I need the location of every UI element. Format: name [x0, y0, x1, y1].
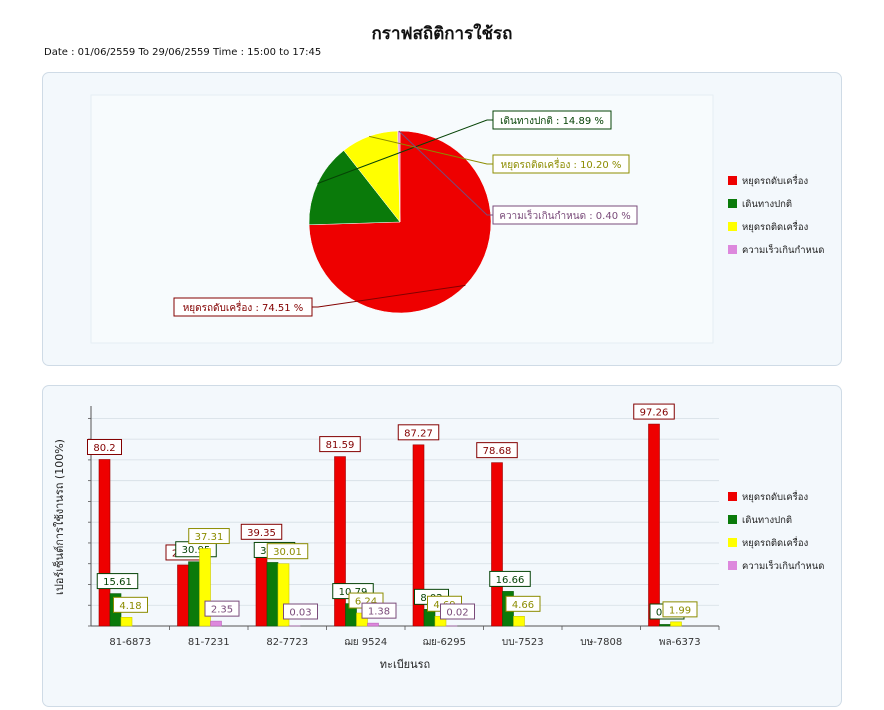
bar-1-0 — [178, 565, 189, 626]
bar-category-label-2: 82-7723 — [266, 637, 308, 648]
bar-legend-swatch-0 — [728, 492, 737, 501]
pie-slice-label-1: เดินทางปกติ : 14.89 % — [500, 116, 604, 127]
bar-data-label-7-2: 1.99 — [669, 605, 691, 616]
bar-3-3 — [368, 623, 379, 626]
pie-legend-label-3: ความเร็วเกินกำหนด — [742, 243, 824, 256]
bar-chart: 81-687380.215.614.1881-723129.430.9537.3… — [43, 386, 841, 706]
bar-category-label-0: 81-6873 — [109, 637, 151, 648]
bar-category-label-7: พล-6373 — [659, 637, 701, 648]
pie-slice-label-0: หยุดรถดับเครื่อง : 74.51 % — [183, 300, 304, 314]
bar-data-label-5-0: 78.68 — [483, 446, 512, 457]
bar-4-1 — [424, 609, 435, 626]
bar-data-label-0-0: 80.2 — [93, 443, 115, 454]
bar-data-label-1-3: 2.35 — [211, 605, 233, 616]
bar-3-0 — [335, 457, 346, 626]
pie-slice-label-2: หยุดรถติดเครื่อง : 10.20 % — [501, 157, 622, 171]
bar-1-3 — [211, 621, 222, 626]
bar-0-0 — [99, 459, 110, 626]
pie-legend-swatch-3 — [728, 245, 737, 254]
pie-legend-label-0: หยุดรถดับเครื่อง — [742, 174, 808, 187]
bar-data-label-1-2: 37.31 — [195, 532, 224, 543]
bar-2-1 — [267, 562, 278, 626]
bar-data-label-4-0: 87.27 — [404, 428, 433, 439]
pie-legend-swatch-2 — [728, 222, 737, 231]
bar-legend-swatch-1 — [728, 515, 737, 524]
bar-legend-swatch-3 — [728, 561, 737, 570]
bar-category-label-5: บบ-7523 — [502, 637, 544, 648]
bar-data-label-0-2: 4.18 — [119, 601, 141, 612]
pie-legend-swatch-1 — [728, 199, 737, 208]
bar-5-0 — [492, 463, 503, 626]
bar-data-label-4-3: 0.02 — [446, 608, 468, 619]
bar-7-2 — [671, 622, 682, 626]
bar-category-label-3: ฌย 9524 — [344, 637, 387, 648]
bar-y-axis-title: เปอร์เซ็นต์การใช้งานรถ (100%) — [52, 439, 66, 595]
bar-0-2 — [121, 617, 132, 626]
bar-7-1 — [660, 624, 671, 626]
bar-data-label-7-0: 97.26 — [640, 408, 669, 419]
bar-data-label-2-0: 39.35 — [247, 528, 276, 539]
pie-legend-swatch-0 — [728, 176, 737, 185]
pie-legend-label-2: หยุดรถติดเครื่อง — [742, 220, 808, 233]
bar-category-label-4: ฌย-6295 — [423, 637, 466, 648]
bar-1-1 — [189, 562, 200, 626]
bar-data-label-3-0: 81.59 — [326, 440, 355, 451]
bar-legend-label-3: ความเร็วเกินกำหนด — [742, 559, 824, 572]
bar-legend-label-2: หยุดรถติดเครื่อง — [742, 536, 808, 549]
bar-chart-panel: 81-687380.215.614.1881-723129.430.9537.3… — [42, 385, 842, 707]
pie-slice-label-3: ความเร็วเกินกำหนด : 0.40 % — [499, 208, 631, 222]
pie-chart: หยุดรถดับเครื่อง : 74.51 % เดินทางปกติ : … — [43, 73, 841, 365]
bar-data-label-2-2: 30.01 — [273, 547, 302, 558]
bar-data-label-5-1: 16.66 — [496, 575, 525, 586]
bar-data-label-5-2: 4.66 — [512, 600, 534, 611]
bar-x-axis-title: ทะเบียนรถ — [380, 658, 430, 671]
page-title: กราฟสถิติการใช้รถ — [0, 20, 884, 47]
bar-category-label-6: บษ-7808 — [580, 637, 622, 648]
bar-7-0 — [649, 424, 660, 626]
bar-category-label-1: 81-7231 — [188, 637, 230, 648]
bar-data-label-3-3: 1.38 — [368, 607, 390, 618]
bar-legend-label-0: หยุดรถดับเครื่อง — [742, 490, 808, 503]
date-range: Date : 01/06/2559 To 29/06/2559 Time : 1… — [44, 47, 321, 58]
pie-chart-panel: หยุดรถดับเครื่อง : 74.51 % เดินทางปกติ : … — [42, 72, 842, 366]
bar-data-label-2-3: 0.03 — [289, 608, 311, 619]
bar-legend-label-1: เดินทางปกติ — [742, 515, 792, 526]
bar-data-label-0-1: 15.61 — [103, 577, 132, 588]
bar-legend-swatch-2 — [728, 538, 737, 547]
pie-legend-label-1: เดินทางปกติ — [742, 199, 792, 210]
bar-5-2 — [514, 616, 525, 626]
